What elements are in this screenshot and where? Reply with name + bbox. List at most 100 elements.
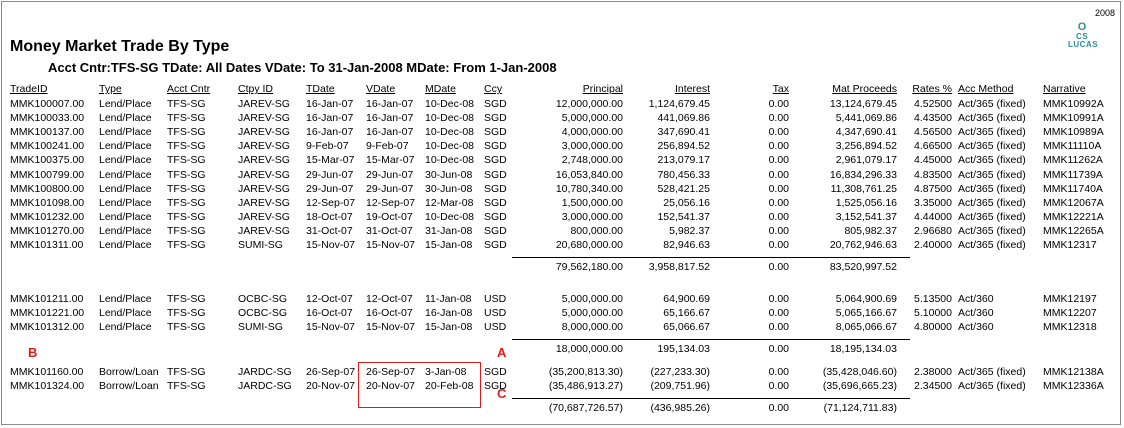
cell-vdate: 16-Jan-07 — [366, 98, 414, 110]
cell-tdate: 18-Oct-07 — [306, 210, 353, 223]
cell-narrative: MMK12318 — [1043, 321, 1097, 334]
annotation-c: C — [497, 386, 507, 401]
subtotal-row: 18,000,000.00 195,134.03 0.00 18,195,134.03 — [0, 343, 1124, 358]
report-title: Money Market Trade By Type — [10, 38, 230, 55]
cell-narrative: MMK11739A — [1043, 168, 1103, 181]
header-trade-id: TradeID — [10, 83, 48, 95]
total-interest: 3,958,817.52 — [648, 261, 710, 274]
cell-narrative: MMK10991A — [1043, 112, 1104, 125]
cell-trade-id: MMK100137.00 — [10, 126, 85, 139]
cell-type: Lend/Place — [99, 140, 152, 153]
annotation-a: A — [497, 345, 507, 360]
table-row: MMK101324.00 Borrow/Loan TFS-SG JARDC-SG 20-… — [0, 380, 1124, 395]
cell-mat-proceeds: 805,982.37 — [844, 224, 897, 237]
cell-type: Lend/Place — [99, 293, 152, 305]
cell-ccy: SGD — [484, 126, 507, 139]
cell-tdate: 16-Oct-07 — [306, 307, 353, 320]
header-type: Type — [99, 83, 122, 95]
cell-interest: 5,982.37 — [669, 224, 710, 237]
cell-rates: 2.40000 — [914, 239, 952, 251]
cell-narrative: MMK10992A — [1043, 98, 1104, 110]
cell-principal: (35,486,913.27) — [548, 380, 623, 393]
table-row: MMK101211.00 Lend/Place TFS-SG OCBC-SG 12-Oc… — [0, 293, 1124, 308]
cell-principal: (35,200,813.30) — [548, 366, 623, 378]
cell-mat-proceeds: 5,065,166.67 — [835, 307, 897, 320]
cell-mdate: 20-Feb-08 — [425, 380, 474, 393]
cell-interest: 65,066.67 — [663, 321, 710, 334]
cell-mdate: 15-Jan-08 — [425, 239, 473, 251]
cell-rates: 5.13500 — [914, 293, 952, 305]
table-row: MMK100799.00 Lend/Place TFS-SG JAREV-SG 29-J… — [0, 169, 1124, 184]
cell-rates: 4.44000 — [914, 210, 952, 223]
cell-acc-method: Act/365 (fixed) — [958, 196, 1026, 209]
cell-acc-method: Act/360 — [958, 293, 994, 305]
cell-mdate: 3-Jan-08 — [425, 366, 467, 378]
cell-acc-method: Act/365 (fixed) — [958, 168, 1026, 181]
cell-type: Lend/Place — [99, 98, 152, 110]
total-tax: 0.00 — [768, 402, 789, 415]
cell-trade-id: MMK100799.00 — [10, 168, 85, 181]
cell-ctpy-id: JAREV-SG — [238, 196, 290, 209]
cell-interest: 25,056.16 — [663, 196, 710, 209]
cell-ctpy-id: JAREV-SG — [238, 98, 290, 110]
cell-acc-method: Act/365 (fixed) — [958, 210, 1026, 223]
cell-tdate: 29-Jun-07 — [306, 182, 354, 195]
cell-rates: 4.80000 — [914, 321, 952, 334]
cell-acct-cntr: TFS-SG — [167, 380, 206, 393]
cell-type: Lend/Place — [99, 182, 152, 195]
logo-line1: CS — [1075, 32, 1089, 41]
cell-vdate: 19-Oct-07 — [366, 210, 413, 223]
cell-tax: 0.00 — [768, 366, 789, 378]
cell-vdate: 12-Oct-07 — [366, 293, 413, 305]
cell-tdate: 16-Jan-07 — [306, 112, 354, 125]
cell-acct-cntr: TFS-SG — [167, 168, 206, 181]
subtotal-rule — [512, 398, 910, 400]
cell-principal: 800,000.00 — [570, 224, 623, 237]
cell-ccy: SGD — [484, 182, 507, 195]
cell-type: Borrow/Loan — [99, 366, 159, 378]
cell-acc-method: Act/365 (fixed) — [958, 366, 1026, 378]
cell-rates: 4.83500 — [914, 168, 952, 181]
cell-tax: 0.00 — [768, 210, 789, 223]
cell-principal: 5,000,000.00 — [561, 307, 623, 320]
cell-type: Lend/Place — [99, 321, 152, 334]
cell-tax: 0.00 — [768, 380, 789, 393]
header-mdate: MDate — [425, 83, 456, 95]
cell-mat-proceeds: 4,347,690.41 — [835, 126, 897, 139]
cell-narrative: MMK11740A — [1043, 182, 1103, 195]
cell-ccy: SGD — [484, 366, 507, 378]
subtotal-row: (70,687,726.57) (436,985.26) 0.00 (71,124,7… — [0, 402, 1124, 417]
cell-trade-id: MMK101232.00 — [10, 210, 85, 223]
cell-principal: 12,000,000.00 — [555, 98, 623, 110]
cell-ccy: SGD — [484, 98, 507, 110]
cell-mdate: 10-Dec-08 — [425, 112, 475, 125]
total-principal: 79,562,180.00 — [555, 261, 623, 274]
cell-acct-cntr: TFS-SG — [167, 112, 206, 125]
table-row: MMK100800.00 Lend/Place TFS-SG JAREV-SG 29-J… — [0, 183, 1124, 198]
cell-rates: 2.38000 — [914, 366, 952, 378]
cell-narrative: MMK12197 — [1043, 293, 1097, 305]
table-row: MMK101160.00 Borrow/Loan TFS-SG JARDC-SG 26-… — [0, 366, 1124, 381]
cell-rates: 4.52500 — [914, 98, 952, 110]
cell-interest: 347,690.41 — [657, 126, 710, 139]
cell-interest: 213,079.17 — [657, 154, 710, 167]
cell-acc-method: Act/365 (fixed) — [958, 154, 1026, 167]
cell-acct-cntr: TFS-SG — [167, 154, 206, 167]
cell-ccy: SGD — [484, 112, 507, 125]
cell-vdate: 16-Jan-07 — [366, 126, 414, 139]
cell-acc-method: Act/365 (fixed) — [958, 126, 1026, 139]
cell-ccy: USD — [484, 293, 507, 305]
cell-mat-proceeds: 13,124,679.45 — [829, 98, 897, 110]
cell-rates: 5.10000 — [914, 307, 952, 320]
header-ctpy-id: Ctpy ID — [238, 83, 274, 95]
cell-acc-method: Act/360 — [958, 307, 994, 320]
cell-tax: 0.00 — [768, 224, 789, 237]
cell-rates: 4.66500 — [914, 140, 952, 153]
cell-interest: 1,124,679.45 — [648, 98, 710, 110]
cell-principal: 1,500,000.00 — [561, 196, 623, 209]
cell-ctpy-id: JAREV-SG — [238, 168, 290, 181]
cell-ctpy-id: JARDC-SG — [238, 380, 292, 393]
cell-interest: 152,541.37 — [657, 210, 710, 223]
cell-tdate: 12-Sep-07 — [306, 196, 356, 209]
cell-narrative: MMK12336A — [1043, 380, 1104, 393]
